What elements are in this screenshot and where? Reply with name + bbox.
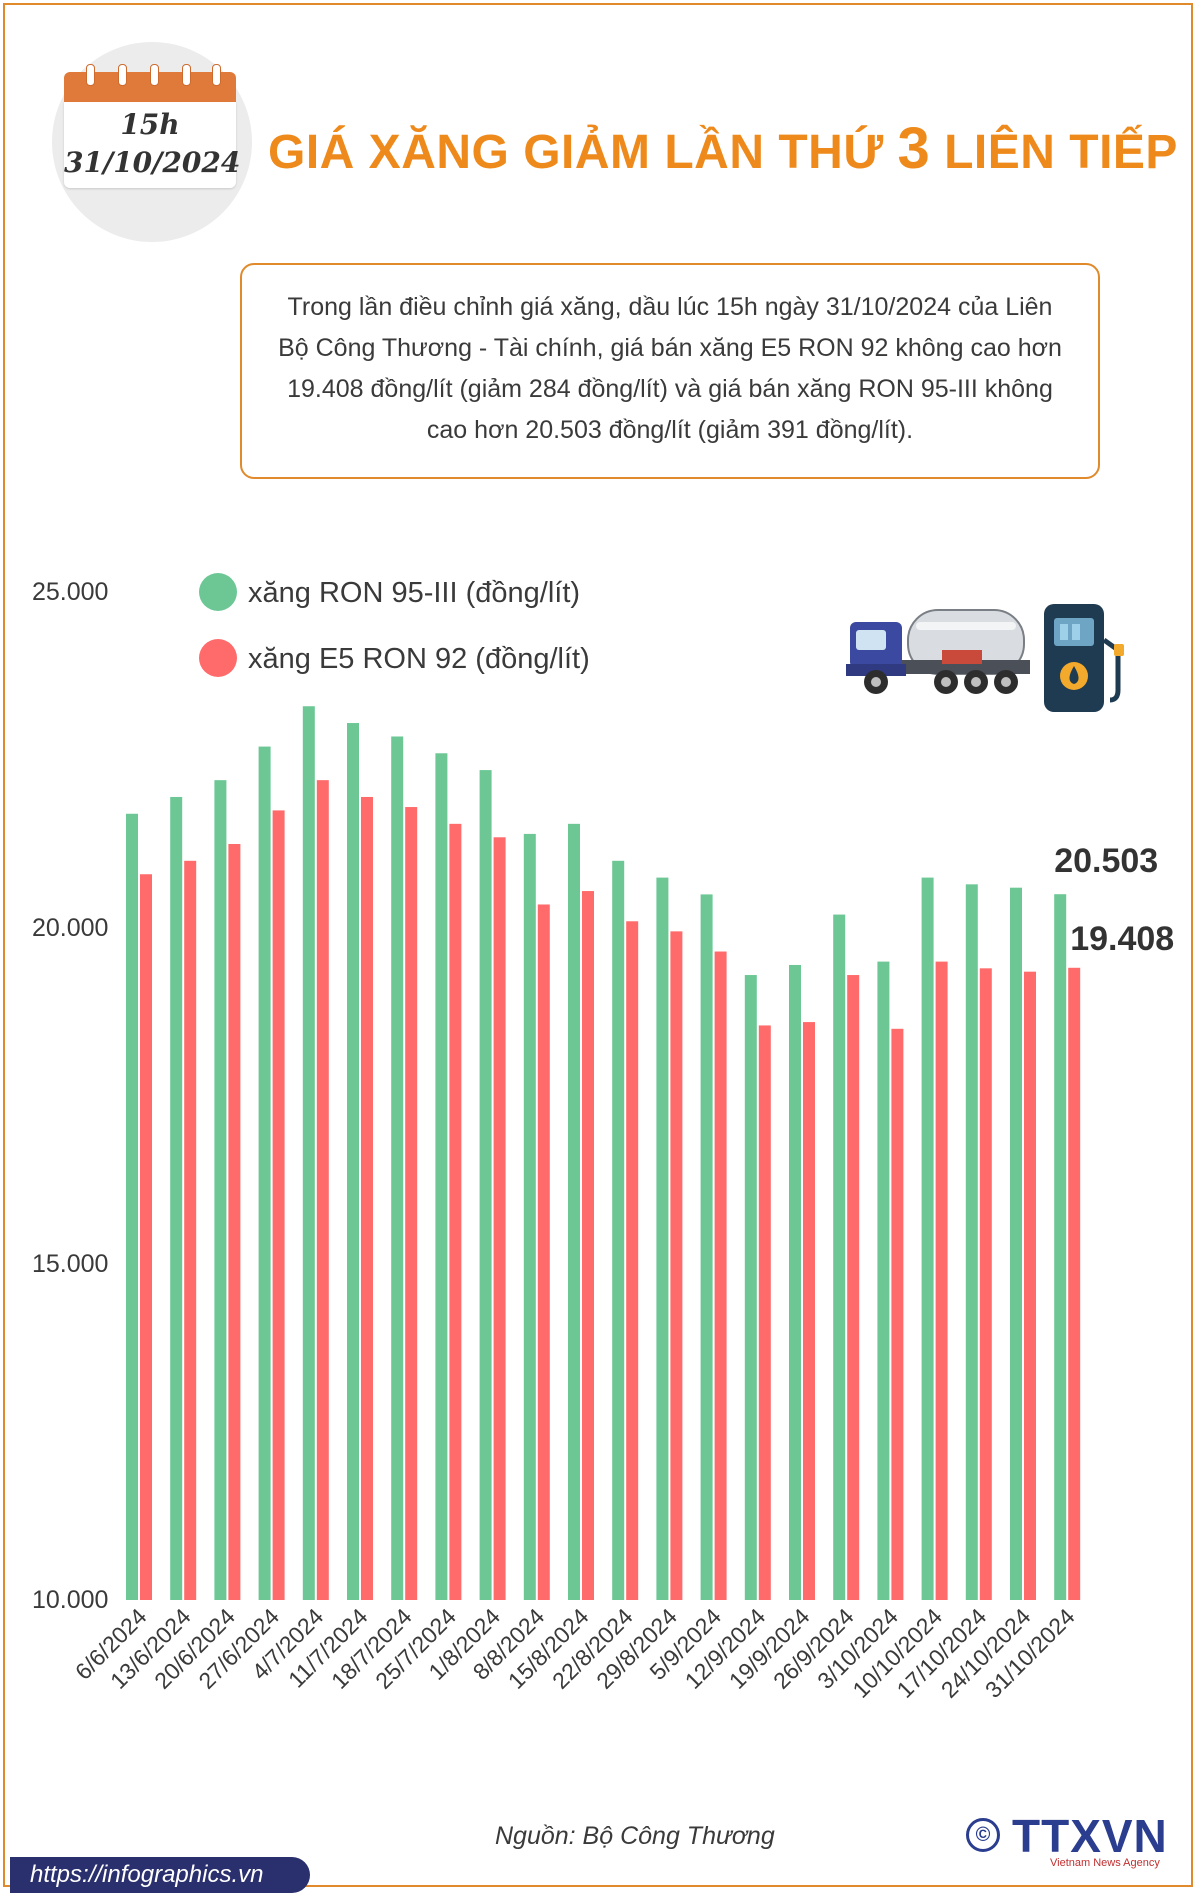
bar-e5 bbox=[979, 968, 992, 1600]
page-frame bbox=[3, 3, 1193, 1887]
y-tick-label: 20.000 bbox=[32, 914, 108, 942]
bar-ron95 bbox=[612, 860, 625, 1600]
title-number: 3 bbox=[897, 116, 931, 181]
bar-e5 bbox=[184, 860, 197, 1600]
bar-e5 bbox=[670, 931, 683, 1600]
website-badge[interactable]: https://infographics.vn bbox=[10, 1857, 310, 1893]
bar-ron95 bbox=[258, 746, 271, 1600]
intro-box: Trong lần điều chỉnh giá xăng, dầu lúc 1… bbox=[240, 263, 1100, 479]
bar-ron95 bbox=[126, 813, 138, 1600]
bar-e5 bbox=[272, 810, 285, 1600]
price-chart: 25.000 20.000 15.000 10.000 xăng RON 95-III… bbox=[32, 573, 1174, 1703]
bar-ron95 bbox=[965, 884, 978, 1600]
bar-e5 bbox=[493, 837, 506, 1600]
brand-subtitle: Vietnam News Agency bbox=[1050, 1857, 1160, 1869]
bar-ron95 bbox=[1054, 894, 1067, 1600]
bar-e5 bbox=[626, 921, 639, 1600]
bar-ron95 bbox=[214, 780, 227, 1600]
y-tick-label: 10.000 bbox=[32, 1586, 108, 1614]
legend-label: xăng E5 RON 92 (đồng/lít) bbox=[248, 643, 590, 675]
legend-label: xăng RON 95-III (đồng/lít) bbox=[248, 577, 580, 609]
legend-swatch bbox=[199, 573, 237, 611]
bar-ron95 bbox=[523, 833, 536, 1600]
bar-e5 bbox=[537, 904, 550, 1600]
tanker-truck-icon bbox=[846, 609, 1030, 694]
bar-e5 bbox=[228, 844, 241, 1600]
bar-e5 bbox=[582, 891, 594, 1600]
bar-ron95 bbox=[744, 975, 757, 1600]
bar-e5 bbox=[935, 961, 948, 1600]
bar-ron95 bbox=[302, 706, 315, 1600]
bar-e5 bbox=[847, 975, 860, 1600]
bar-e5 bbox=[1068, 967, 1081, 1600]
title-text-end: LIÊN TIẾP bbox=[930, 126, 1178, 179]
bar-e5 bbox=[140, 874, 152, 1600]
brand-logo: TTXVN bbox=[1012, 1810, 1168, 1862]
bar-ron95 bbox=[479, 770, 492, 1600]
calendar-ring-icon bbox=[150, 64, 159, 86]
bar-ron95 bbox=[921, 877, 934, 1600]
bar-ron95 bbox=[789, 964, 801, 1600]
y-tick-label: 15.000 bbox=[32, 1250, 108, 1278]
page-title: GIÁ XĂNG GIẢM LẦN THỨ 3 LIÊN TIẾP bbox=[268, 115, 1188, 182]
calendar-body bbox=[64, 102, 236, 188]
bar-e5 bbox=[449, 823, 462, 1600]
y-axis: 25.000 20.000 15.000 10.000 bbox=[32, 578, 108, 1614]
value-label-ron95: 20.503 bbox=[1054, 842, 1158, 880]
bar-ron95 bbox=[877, 961, 890, 1600]
bar-e5 bbox=[758, 1025, 771, 1600]
illustration-group bbox=[846, 604, 1124, 712]
bar-ron95 bbox=[391, 736, 404, 1600]
bar-e5 bbox=[361, 796, 373, 1600]
source-text: Nguồn: Bộ Công Thương bbox=[495, 1822, 775, 1850]
bar-e5 bbox=[714, 951, 727, 1600]
calendar-ring-icon bbox=[86, 64, 95, 86]
fuel-pump-icon bbox=[1044, 604, 1124, 712]
bar-ron95 bbox=[656, 877, 669, 1600]
bar-e5 bbox=[316, 780, 329, 1600]
value-labels: 20.503 19.408 bbox=[1054, 842, 1174, 958]
bar-ron95 bbox=[833, 914, 846, 1600]
bar-e5 bbox=[1024, 971, 1036, 1600]
website-url[interactable]: https://infographics.vn bbox=[30, 1861, 264, 1888]
x-axis-labels: 6/6/202413/6/202420/6/202427/6/20244/7/2… bbox=[70, 1603, 1080, 1703]
update-date: 31/10/2024 bbox=[64, 146, 241, 179]
calendar-ring-icon bbox=[212, 64, 221, 86]
value-label-e5: 19.408 bbox=[1070, 920, 1174, 958]
calendar-ring-icon bbox=[118, 64, 127, 86]
bar-ron95 bbox=[435, 753, 448, 1600]
legend-swatch bbox=[199, 639, 237, 677]
title-text-start: GIÁ XĂNG GIẢM LẦN THỨ bbox=[268, 126, 898, 179]
bar-ron95 bbox=[568, 823, 580, 1600]
update-time: 15h bbox=[120, 108, 180, 141]
bar-ron95 bbox=[700, 894, 713, 1600]
bars-group bbox=[126, 706, 1081, 1600]
calendar-ring-icon bbox=[182, 64, 191, 86]
bar-e5 bbox=[803, 1022, 815, 1600]
bar-ron95 bbox=[347, 723, 359, 1600]
bar-ron95 bbox=[1010, 887, 1022, 1600]
bar-e5 bbox=[405, 807, 418, 1600]
bar-ron95 bbox=[170, 796, 183, 1600]
calendar-icon: 15h 31/10/2024 bbox=[64, 64, 241, 188]
intro-text: Trong lần điều chỉnh giá xăng, dầu lúc 1… bbox=[278, 293, 1062, 444]
legend: xăng RON 95-III (đồng/lít) xăng E5 RON 92… bbox=[199, 573, 590, 677]
bar-e5 bbox=[891, 1028, 904, 1600]
copyright-icon: © bbox=[966, 1818, 1000, 1852]
y-tick-label: 25.000 bbox=[32, 578, 108, 606]
